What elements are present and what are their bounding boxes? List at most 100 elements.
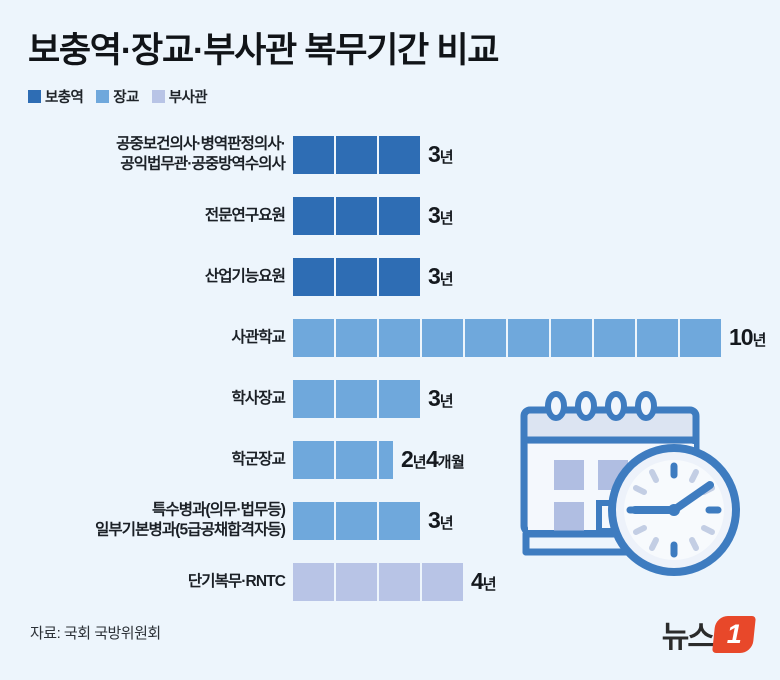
chart-bar-segment [336,379,377,418]
chart-bar-segment [680,318,721,357]
chart-row: 특수병과(의무·법무등) 일부기본병과(5급공채합격자등) 3년 [0,490,780,551]
chart-row-label: 특수병과(의무·법무등) 일부기본병과(5급공채합격자등) [95,500,286,541]
chart-bar-value-unit: 년 [439,210,454,227]
chart-bar [293,440,393,479]
chart-row-label-line: 사관학교 [231,328,286,346]
chart-bar-value-number: 3 [428,385,441,411]
chart-bar-segment [293,501,334,540]
chart-bar [293,379,420,418]
chart-bar-segment [379,135,420,174]
chart-bar-wrap: 2년4개월 [293,440,465,479]
chart-bar-value: 3년 [428,263,454,289]
chart-bar-value-unit: 년 [439,149,454,166]
chart-bar-wrap: 4년 [293,562,497,601]
chart-bar-segment [637,318,678,357]
chart-bar-value: 10년 [729,326,766,349]
chart-bar-segment [293,562,334,601]
chart-row-label-line: 단기복무·RNTC [187,572,286,590]
chart-bar-segment [293,196,334,235]
chart-row-label: 학군장교 [232,449,286,469]
chart-legend: 보충역 장교 부사관 [28,86,208,107]
chart-bar [293,562,463,601]
chart-bar-value: 4년 [471,568,497,594]
chart-row-label-line: 공중보건의사·병역판정의사· [116,135,286,153]
page-title: 보충역·장교·부사관 복무기간 비교 [28,31,499,70]
chart-bar [293,501,420,540]
chart-row-label-line: 일부기본병과(5급공채합격자등) [95,521,286,539]
chart-bar-wrap: 3년 [293,379,454,418]
legend-item-officer: 장교 [96,86,139,107]
chart-bar-value: 3년 [428,202,454,228]
chart-bar-value-extra-number: 4 [426,446,439,472]
legend-label-supplementary: 보충역 [45,90,84,106]
chart-row-label-line: 특수병과(의무·법무등) [151,501,286,519]
chart-row-label-line: 공익법무관·공중방역수의사 [120,155,285,173]
chart-row: 전문연구요원 3년 [0,185,780,246]
chart-row-label-line: 산업기능요원 [204,267,286,285]
chart-bar-segment [422,562,463,601]
chart-bar-segment [379,196,420,235]
chart-bar [293,318,721,357]
chart-bar-segment [379,562,420,601]
chart-row-label-line: 전문연구요원 [204,206,286,224]
chart-bar-segment [293,135,334,174]
logo-text: 뉴스 [661,621,715,654]
chart-bar-segment [336,196,377,235]
chart-bar-value-number: 4 [471,568,484,594]
chart-bar-segment [336,257,377,296]
chart-bar-value: 3년 [428,143,454,166]
legend-label-nco: 부사관 [168,90,208,106]
chart-row: 사관학교 10년 [0,307,780,368]
chart-bar-value-unit: 년 [439,515,454,532]
chart-bar-segment-partial [379,440,393,479]
chart-bar [293,196,420,235]
chart-row-label: 전문연구요원 [204,205,286,225]
chart-bar-value: 2년4개월 [401,446,465,472]
bar-chart: 공중보건의사·병역판정의사· 공익법무관·공중방역수의사 3년 전문연구요원 3년 산업기… [0,124,780,612]
chart-row: 단기복무·RNTC 4년 [0,551,780,612]
chart-bar-segment [465,318,506,357]
chart-bar-value-unit: 년 [482,576,497,593]
chart-bar-segment [379,257,420,296]
chart-row-label: 산업기능요원 [204,266,286,286]
chart-bar-segment [336,318,377,357]
chart-bar [293,135,420,174]
chart-bar-wrap: 3년 [293,257,454,296]
legend-item-supplementary: 보충역 [28,86,84,107]
legend-item-nco: 부사관 [151,86,208,107]
source-text: 자료: 국회 국방위원회 [30,625,161,642]
legend-swatch-nco [151,90,165,103]
chart-bar-value-unit: 년 [412,454,427,471]
chart-bar-value-number: 10 [729,324,754,350]
chart-bar-wrap: 3년 [293,135,454,174]
chart-row-label: 단기복무·RNTC [187,571,286,591]
chart-bar-segment [336,562,377,601]
calendar-clock-illustration [512,382,764,580]
chart-row-label: 사관학교 [231,327,286,347]
logo-mark-icon [712,615,756,653]
chart-bar-segment [293,318,334,357]
chart-bar-value: 3년 [428,507,454,533]
chart-bar-value-number: 2 [401,446,414,472]
chart-bar-value-extra-unit: 개월 [437,454,465,471]
chart-bar-value-number: 3 [428,263,441,289]
chart-bar-segment [551,318,592,357]
chart-bar-segment [293,257,334,296]
chart-row-label-line: 학사장교 [231,389,286,407]
chart-row: 산업기능요원 3년 [0,246,780,307]
chart-bar-segment [293,379,334,418]
chart-bar-segment [293,440,334,479]
chart-row: 공중보건의사·병역판정의사· 공익법무관·공중방역수의사 3년 [0,124,780,185]
chart-bar-value-number: 3 [428,507,441,533]
chart-bar-value-unit: 년 [439,271,454,288]
news1-logo: 뉴스 [661,612,756,656]
chart-bar [293,257,420,296]
legend-label-officer: 장교 [113,90,139,106]
chart-row-label: 공중보건의사·병역판정의사· 공익법무관·공중방역수의사 [116,134,286,175]
chart-bar-value-number: 3 [428,202,441,228]
chart-bar-wrap: 3년 [293,196,454,235]
chart-bar-segment [508,318,549,357]
chart-bar-segment [594,318,635,357]
chart-bar-wrap: 10년 [293,318,766,357]
